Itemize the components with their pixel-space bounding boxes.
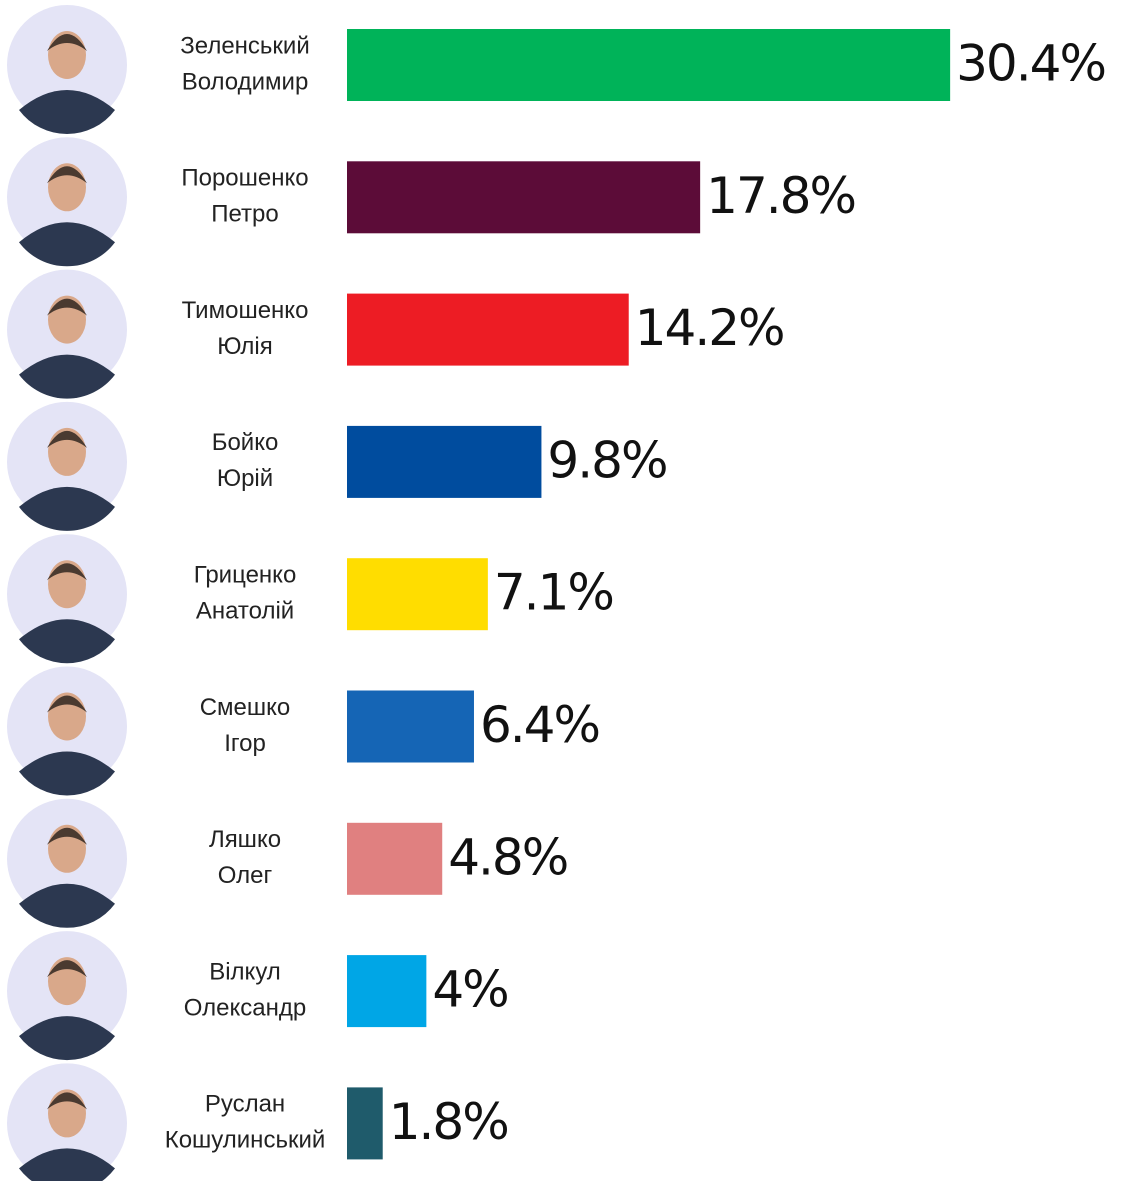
photo-silhouette bbox=[19, 751, 115, 796]
photo-silhouette bbox=[19, 619, 115, 664]
candidate-name: Кошулинський bbox=[165, 1127, 326, 1154]
photo-silhouette bbox=[19, 1016, 115, 1061]
bar bbox=[347, 293, 629, 366]
photo-silhouette bbox=[19, 1148, 115, 1181]
photo-hair bbox=[47, 1092, 87, 1110]
photo-hair bbox=[47, 827, 87, 845]
candidate-name: Олег bbox=[218, 862, 273, 889]
value-label: 4% bbox=[432, 961, 507, 1019]
candidate-name: Тимошенко bbox=[182, 297, 309, 324]
candidate-name: Вілкул bbox=[209, 958, 281, 985]
candidate-name: Ляшко bbox=[209, 826, 281, 853]
photo-hair bbox=[47, 695, 87, 713]
candidate-name: Порошенко bbox=[181, 165, 308, 192]
photo-hair bbox=[47, 563, 87, 581]
bar bbox=[347, 425, 542, 498]
candidate-name: Смешко bbox=[200, 694, 291, 721]
bar bbox=[347, 161, 701, 234]
candidate-name: Ігор bbox=[224, 730, 266, 757]
photo-hair bbox=[47, 298, 87, 316]
bar bbox=[347, 558, 488, 631]
value-label: 7.1% bbox=[494, 564, 613, 622]
candidate-name: Анатолій bbox=[196, 598, 294, 625]
photo-hair bbox=[47, 430, 87, 448]
value-label: 6.4% bbox=[480, 696, 599, 754]
candidate-name: Бойко bbox=[212, 429, 279, 456]
value-label: 30.4% bbox=[956, 35, 1105, 93]
candidate-name: Юрій bbox=[217, 465, 273, 492]
candidate-name: Володимир bbox=[182, 68, 309, 95]
bar bbox=[347, 29, 951, 101]
candidate-name: Петро bbox=[211, 201, 279, 228]
bar bbox=[347, 822, 443, 895]
photo-hair bbox=[47, 34, 87, 51]
candidate-name: Юлія bbox=[217, 333, 273, 360]
photo-silhouette bbox=[19, 486, 115, 531]
value-label: 9.8% bbox=[547, 431, 666, 489]
value-label: 4.8% bbox=[448, 828, 567, 886]
bar bbox=[347, 690, 474, 763]
candidate-name: Руслан bbox=[205, 1091, 285, 1118]
photo-silhouette bbox=[19, 883, 115, 928]
photo-silhouette bbox=[19, 222, 115, 267]
candidate-name: Олександр bbox=[184, 994, 306, 1021]
bar bbox=[347, 955, 427, 1028]
photo-hair bbox=[47, 960, 87, 978]
candidate-name: Зеленський bbox=[180, 32, 309, 59]
photo-silhouette bbox=[19, 354, 115, 399]
photo-silhouette bbox=[19, 90, 115, 134]
value-label: 17.8% bbox=[706, 167, 855, 225]
value-label: 14.2% bbox=[635, 299, 784, 357]
photo-hair bbox=[47, 166, 87, 184]
value-label: 1.8% bbox=[389, 1093, 508, 1151]
bar bbox=[347, 1087, 383, 1160]
candidate-name: Гриценко bbox=[194, 562, 297, 589]
